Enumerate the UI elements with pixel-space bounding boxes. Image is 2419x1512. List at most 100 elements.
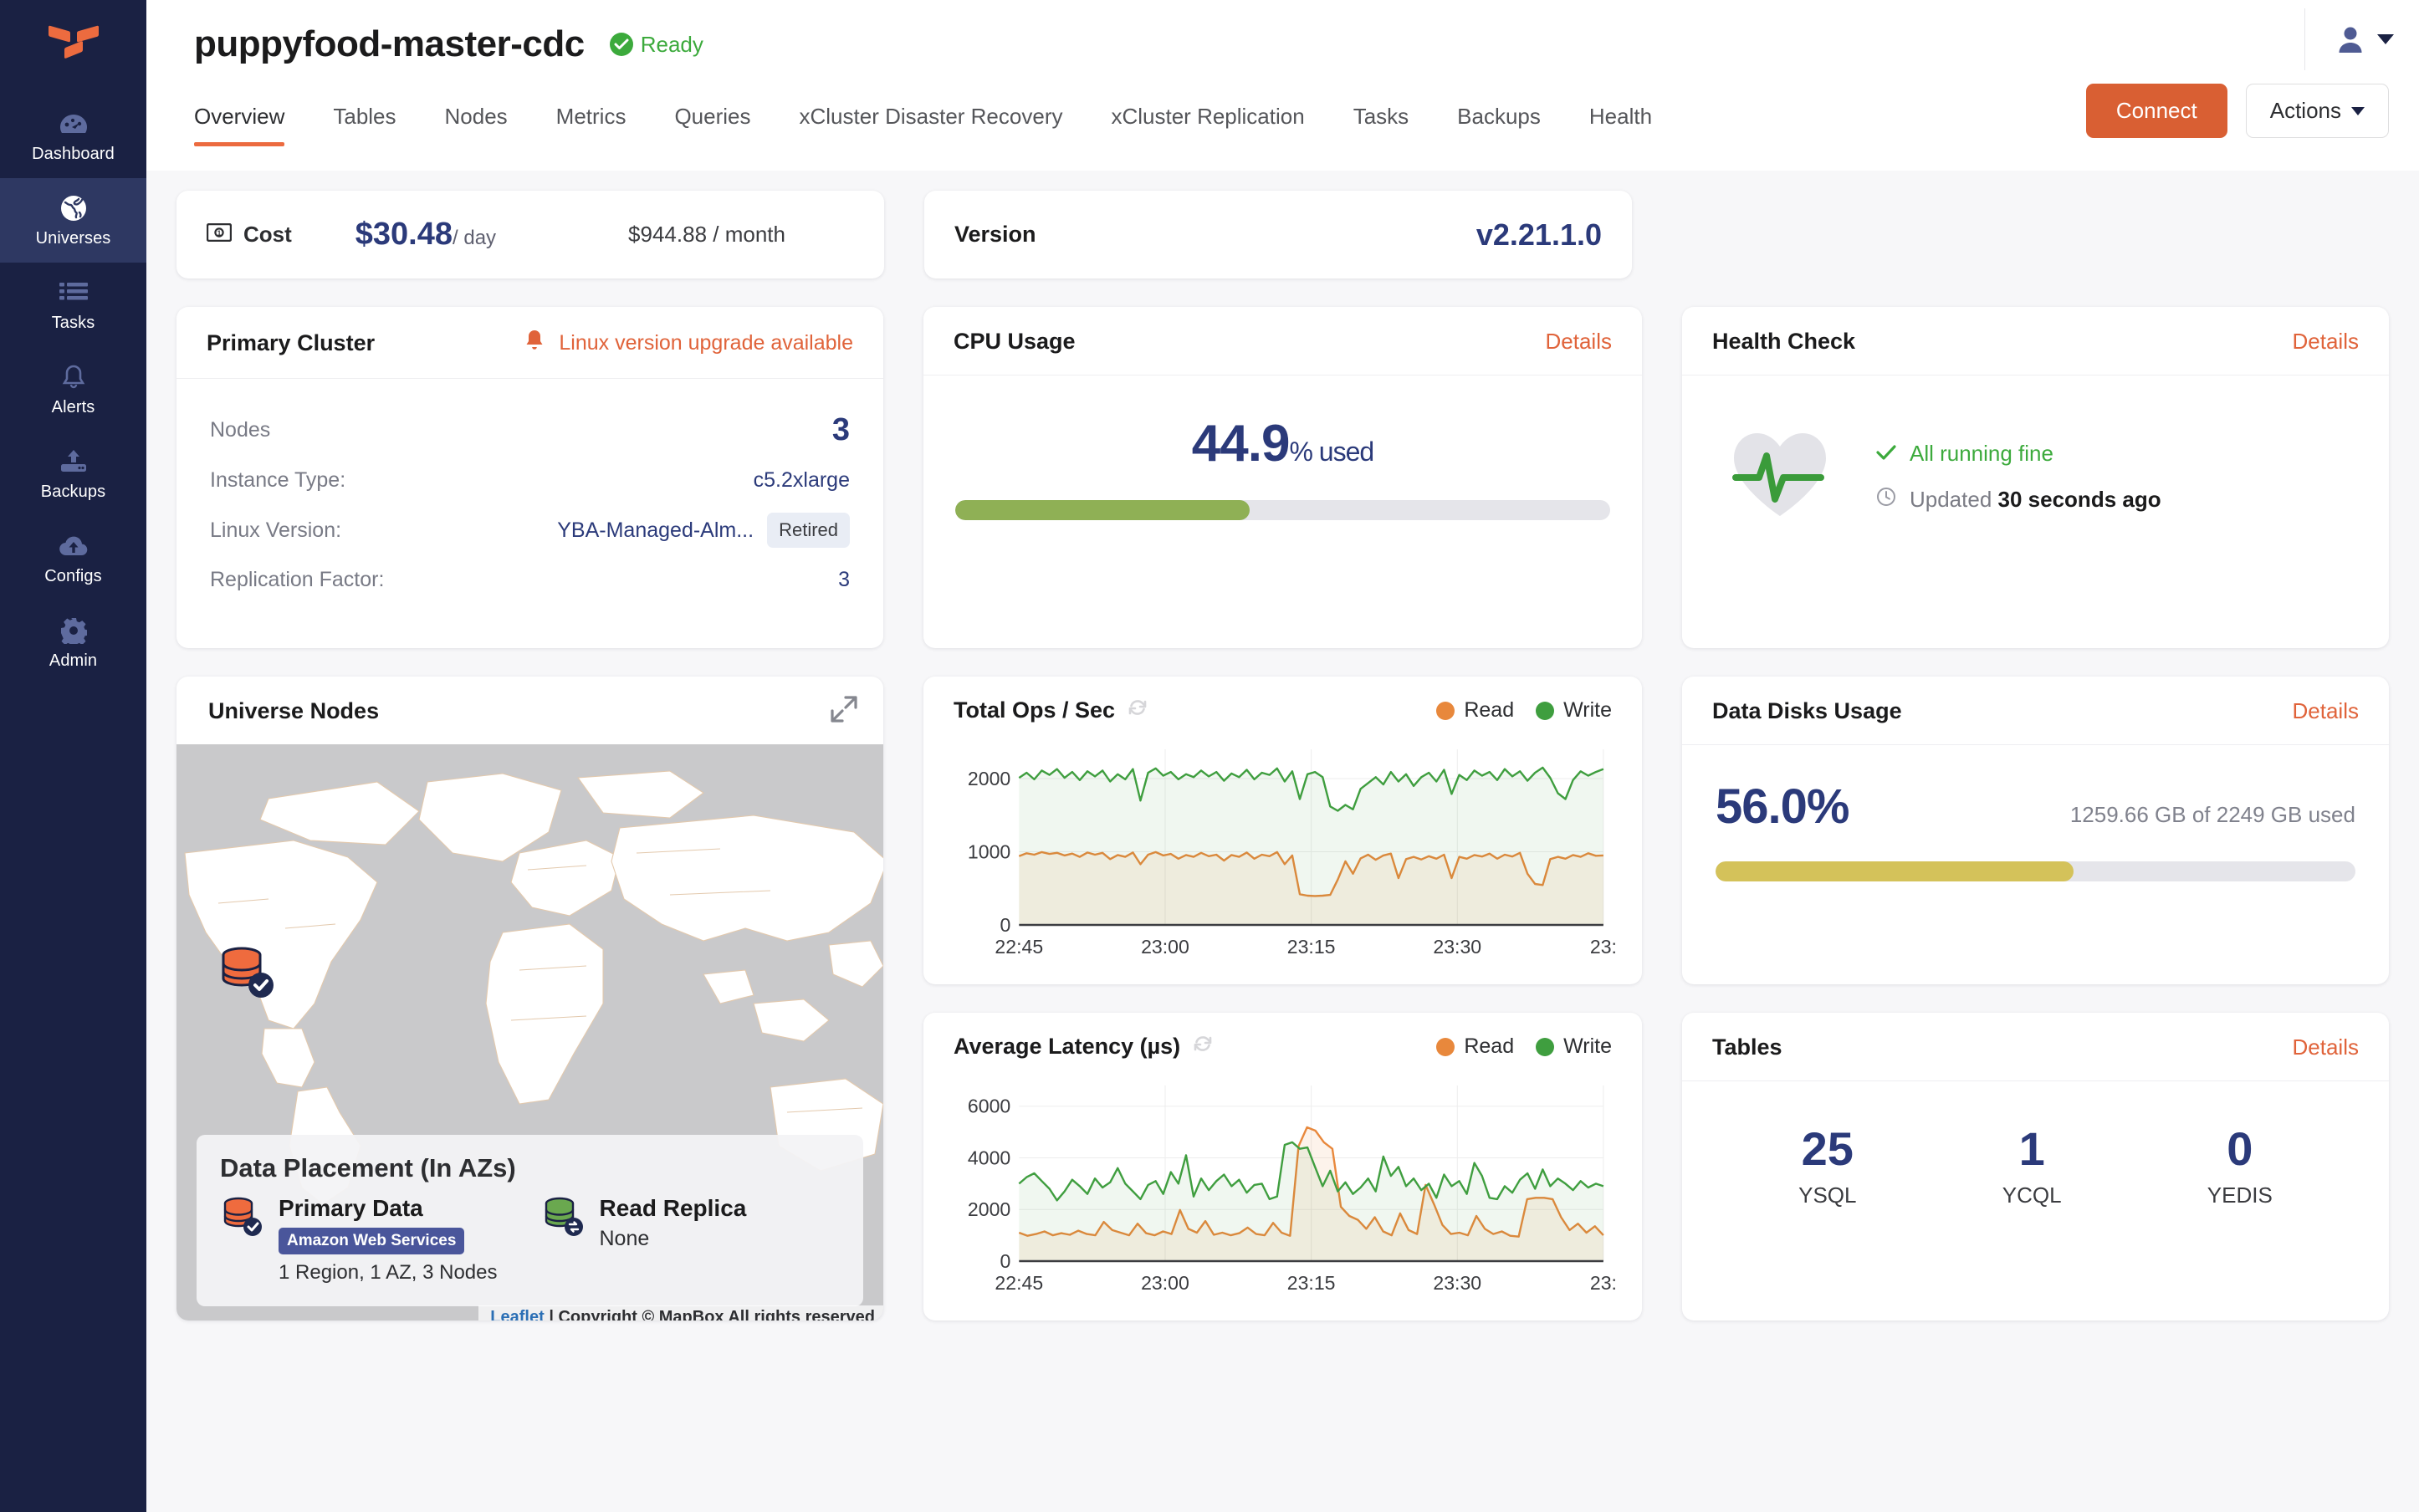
cpu-details-link[interactable]: Details [1545,329,1612,354]
charts-column: Total Ops / Sec Read Write 0 10 [923,677,1642,1320]
chevron-down-icon [2377,34,2394,44]
universe-nodes-card: Universe Nodes [176,677,883,1320]
sidebar-item-label: Admin [49,651,98,670]
tables-details-link[interactable]: Details [2292,1034,2359,1060]
sidebar-item-backups[interactable]: Backups [0,432,146,516]
retired-chip: Retired [767,513,850,548]
sidebar-item-dashboard[interactable]: Dashboard [0,94,146,178]
legend-read-label: Read [1464,1034,1515,1058]
placement-primary-text: Primary Data Amazon Web Services 1 Regio… [279,1195,498,1285]
refresh-icon[interactable] [1192,1033,1214,1060]
data-disks-card: Data Disks Usage Details 56.0% 1259.66 G… [1681,677,2389,984]
tab-xcluster-replication[interactable]: xCluster Replication [1111,104,1305,129]
money-bill-icon: 1 [206,222,233,248]
health-status-line: All running fine [1876,441,2161,467]
average-latency-title-group: Average Latency (µs) [954,1033,1214,1060]
heartbeat-icon [1729,429,1831,524]
cost-per-day-unit: / day [453,227,497,249]
expand-arrows-icon[interactable] [830,695,858,728]
legend-write-dot [1536,1037,1555,1056]
tab-backups[interactable]: Backups [1457,104,1541,129]
total-ops-title-group: Total Ops / Sec [954,697,1148,724]
backup-upload-icon [58,447,89,476]
health-updated-line: Updated 30 seconds ago [1876,487,2161,513]
tab-queries[interactable]: Queries [674,104,751,129]
connect-button[interactable]: Connect [2085,84,2227,138]
tab-tables[interactable]: Tables [333,104,396,129]
actions-dropdown-button[interactable]: Actions [2245,84,2389,138]
tab-xcluster-disaster-recovery[interactable]: xCluster Disaster Recovery [799,104,1063,129]
status-badge: Ready [609,32,703,58]
tables-stat-label: YSQL [1798,1183,1857,1208]
cost-per-month: $944.88 / month [628,222,785,247]
tables-stat-value: 25 [1801,1122,1854,1175]
tab-actions: Connect Actions [2085,84,2419,146]
average-latency-svg: 0 2000 4000 6000 22:45 23:00 23:15 23:30 23: [968,1085,1617,1294]
data-placement-items: Primary Data Amazon Web Services 1 Regio… [220,1195,840,1285]
yugabyte-logo[interactable] [0,0,146,94]
check-circle-icon [609,33,633,56]
tab-tasks[interactable]: Tasks [1353,104,1409,129]
sidebar-item-universes[interactable]: Universes [0,178,146,263]
cluster-row-value-group: YBA-Managed-Alm... Retired [557,513,850,548]
tab-nodes[interactable]: Nodes [444,104,508,129]
legend-read-label: Read [1464,698,1515,722]
cost-label-group: 1 Cost [206,222,292,248]
tables-card: Tables Details 25 YSQL 1 YCQL [1681,1013,2389,1320]
tables-header: Tables Details [1681,1013,2389,1081]
primary-cluster-header: Primary Cluster Linux version upgrade av… [176,307,883,379]
user-menu[interactable] [2304,8,2394,70]
page-title: puppyfood-master-cdc [194,23,585,64]
tables-stat-label: YEDIS [2207,1183,2273,1208]
tab-overview[interactable]: Overview [194,92,285,146]
version-label: Version [954,222,1036,247]
row-two: Universe Nodes [176,677,2389,1320]
cost-label: Cost [243,222,292,247]
average-latency-header: Average Latency (µs) Read Write [923,1013,1642,1075]
refresh-icon[interactable] [1127,697,1148,724]
leaflet-link[interactable]: Leaflet [490,1308,545,1320]
svg-text:23:15: 23:15 [1287,936,1336,958]
data-disks-details-link[interactable]: Details [2292,698,2359,723]
universe-nodes-header: Universe Nodes [176,677,883,744]
sidebar-item-tasks[interactable]: Tasks [0,263,146,347]
tab-metrics[interactable]: Metrics [555,104,626,129]
legend-read: Read [1436,1034,1514,1059]
sidebar-item-alerts[interactable]: Alerts [0,347,146,432]
total-ops-title: Total Ops / Sec [954,697,1116,723]
attribution-text: | Copyright © MapBox All rights reserved [549,1308,875,1320]
globe-icon [58,194,89,222]
chevron-down-icon [2351,106,2365,115]
database-check-marker[interactable] [217,943,279,1005]
sidebar-item-admin[interactable]: Admin [0,600,146,685]
svg-text:23:00: 23:00 [1141,936,1189,958]
cpu-usage-progressbar [955,500,1610,520]
health-check-title: Health Check [1711,329,1856,354]
health-details-link[interactable]: Details [2292,329,2359,354]
placement-read-replica: Read Replica None [541,1195,747,1285]
world-map[interactable]: Data Placement (In AZs) [176,744,883,1320]
svg-text:23:15: 23:15 [1287,1272,1336,1294]
cluster-row-value: YBA-Managed-Alm... [557,518,754,542]
legend-read-dot [1436,1037,1455,1056]
cluster-row-key: Linux Version: [210,518,342,542]
tables-body: 25 YSQL 1 YCQL 0 YEDIS [1682,1081,2389,1208]
svg-text:22:45: 22:45 [995,936,1043,958]
cluster-row-instance-type: Instance Type: c5.2xlarge [210,458,850,503]
database-green-sync-icon [541,1195,586,1244]
placement-replica-text: Read Replica None [600,1195,747,1251]
summary-strip: 1 Cost $30.48/ day $944.88 / month Versi… [176,191,2389,278]
placement-primary-data: Primary Data Amazon Web Services 1 Regio… [220,1195,498,1285]
svg-text:23:30: 23:30 [1433,1272,1481,1294]
placement-primary-sub: 1 Region, 1 AZ, 3 Nodes [279,1261,498,1284]
data-disks-body: 56.0% 1259.66 GB of 2249 GB used [1682,745,2389,881]
sidebar-item-configs[interactable]: Configs [0,516,146,600]
tab-health[interactable]: Health [1588,104,1653,129]
tables-stat-yedis: 0 YEDIS [2207,1121,2273,1208]
health-updated-text: Updated 30 seconds ago [1910,487,2161,513]
svg-text:2000: 2000 [968,768,1010,789]
cpu-usage-header: CPU Usage Details [923,307,1642,375]
legend-write-label: Write [1563,1034,1612,1058]
linux-upgrade-alert[interactable]: Linux version upgrade available [524,329,853,358]
